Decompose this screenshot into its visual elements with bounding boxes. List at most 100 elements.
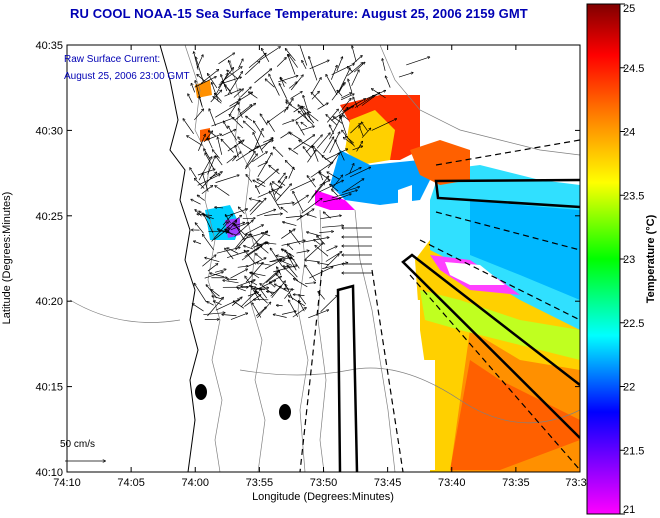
current-vector bbox=[246, 175, 253, 183]
current-vector bbox=[301, 237, 329, 243]
current-vector bbox=[284, 289, 292, 299]
current-vector bbox=[371, 119, 397, 131]
current-vector bbox=[241, 286, 257, 287]
current-vector bbox=[324, 212, 331, 219]
current-vector bbox=[205, 134, 222, 141]
current-vector bbox=[228, 126, 237, 141]
current-vector bbox=[218, 53, 235, 65]
current-vector bbox=[254, 121, 265, 138]
current-vector bbox=[406, 57, 429, 66]
x-axis-label: Longitude (Degrees:Minutes) bbox=[252, 491, 394, 503]
current-vector bbox=[214, 269, 226, 273]
y-axis-label: Latitude (Degrees:Minutes) bbox=[1, 192, 13, 325]
current-vector bbox=[298, 105, 309, 122]
current-vector bbox=[316, 133, 330, 149]
x-tick-label: 73:3 bbox=[565, 477, 586, 489]
current-vector bbox=[215, 186, 230, 196]
current-vector bbox=[239, 207, 245, 214]
current-vector bbox=[296, 122, 305, 136]
current-vector bbox=[229, 115, 244, 129]
current-vector bbox=[289, 148, 299, 155]
current-vector bbox=[347, 63, 363, 77]
current-vector bbox=[235, 234, 249, 251]
current-vector bbox=[300, 126, 314, 131]
current-vector bbox=[311, 93, 324, 106]
current-vector bbox=[301, 199, 322, 214]
current-vector bbox=[329, 132, 340, 153]
current-vector bbox=[289, 296, 300, 304]
current-vector bbox=[320, 295, 338, 313]
current-vector bbox=[351, 70, 359, 86]
colorbar-tick-label: 22.5 bbox=[623, 318, 644, 330]
current-vector bbox=[314, 240, 321, 245]
current-vector bbox=[199, 211, 211, 220]
current-vector bbox=[312, 78, 321, 93]
current-vector bbox=[239, 142, 255, 152]
current-vector bbox=[319, 171, 324, 181]
current-vector bbox=[281, 240, 305, 246]
current-vector bbox=[320, 216, 341, 220]
current-vector bbox=[292, 195, 308, 206]
boundary-boxes bbox=[336, 178, 580, 472]
current-vector bbox=[201, 186, 213, 195]
current-vector bbox=[254, 69, 271, 84]
current-vector bbox=[245, 263, 263, 283]
current-vector bbox=[267, 291, 275, 292]
current-vector bbox=[273, 147, 284, 158]
current-vector bbox=[344, 137, 354, 146]
current-vector bbox=[286, 102, 299, 111]
current-vector bbox=[222, 214, 232, 226]
current-vector bbox=[267, 243, 277, 244]
colorbar bbox=[586, 3, 621, 515]
coastline bbox=[159, 45, 199, 472]
current-vector bbox=[361, 122, 368, 131]
current-vector bbox=[349, 164, 353, 174]
current-vector bbox=[319, 231, 333, 232]
current-vector bbox=[223, 280, 239, 284]
y-tick-label: 40:15 bbox=[35, 382, 63, 394]
current-vector bbox=[285, 216, 302, 218]
current-vector bbox=[207, 302, 214, 306]
current-vector bbox=[318, 291, 325, 300]
current-vector bbox=[287, 244, 294, 251]
current-vector bbox=[254, 289, 266, 290]
current-vector bbox=[331, 190, 357, 199]
current-vector bbox=[359, 126, 364, 137]
current-vector bbox=[203, 235, 214, 251]
current-vector bbox=[342, 99, 365, 112]
current-vector bbox=[336, 57, 343, 72]
colorbar-tick-label: 23.5 bbox=[623, 190, 644, 202]
current-vector bbox=[209, 172, 222, 179]
x-tick-label: 73:45 bbox=[374, 477, 402, 489]
current-vector bbox=[256, 210, 276, 217]
current-vector bbox=[305, 260, 320, 263]
current-vector bbox=[221, 75, 228, 92]
current-vector bbox=[269, 165, 280, 175]
current-vector bbox=[229, 61, 233, 71]
current-vector bbox=[290, 75, 303, 91]
current-vector bbox=[323, 137, 334, 154]
current-vector bbox=[227, 72, 242, 95]
current-vector bbox=[274, 177, 287, 195]
current-vector bbox=[257, 179, 266, 184]
current-vector bbox=[245, 225, 263, 235]
current-vector bbox=[321, 226, 343, 228]
current-vector bbox=[195, 223, 204, 234]
current-vector bbox=[311, 176, 329, 198]
current-vector bbox=[245, 152, 255, 168]
current-vector bbox=[204, 272, 223, 279]
current-vector bbox=[194, 241, 202, 245]
current-vector bbox=[190, 168, 197, 179]
current-vector bbox=[349, 167, 370, 178]
current-vector bbox=[304, 243, 323, 260]
current-vector bbox=[256, 302, 270, 319]
current-vector bbox=[209, 109, 216, 126]
current-vector bbox=[348, 67, 354, 73]
current-vector bbox=[208, 138, 213, 149]
current-vector bbox=[215, 299, 240, 311]
current-vector bbox=[281, 229, 295, 239]
current-vector bbox=[236, 280, 255, 287]
current-vector bbox=[283, 99, 293, 113]
y-tick-label: 40:25 bbox=[35, 211, 63, 223]
